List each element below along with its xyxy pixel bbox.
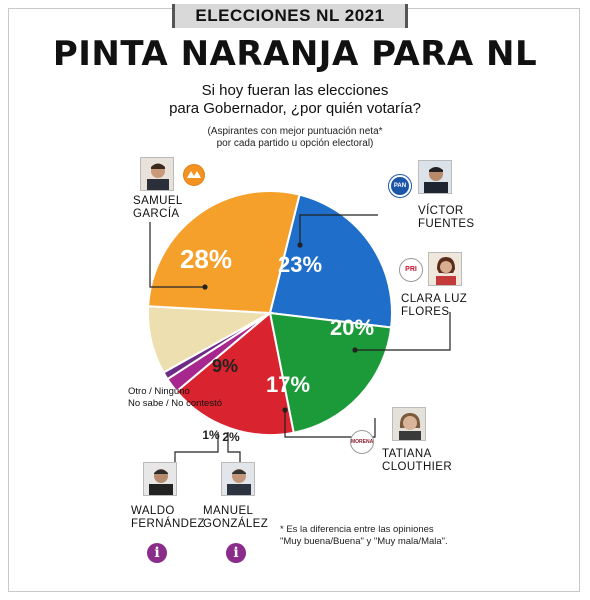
flores-label: CLARA LUZ FLORES	[401, 293, 467, 319]
question-line-2: para Gobernador, ¿por quién votaría?	[169, 100, 421, 117]
fuentes-name-line-1: VÍCTOR	[418, 205, 464, 217]
gonzalez-name-line-1: MANUEL	[203, 505, 254, 517]
movimiento-ciudadano-badge-icon	[183, 164, 205, 186]
garcia-label: SAMUEL GARCÍA	[133, 195, 183, 221]
leader-flores-dot	[352, 347, 358, 353]
otro-label: Otro / Ninguno No sabe / No contestó	[128, 386, 222, 410]
question: Si hoy fueran las elecciones para Gobern…	[120, 82, 470, 118]
leader-gonzalez	[227, 432, 241, 462]
pri-badge-icon: PRI	[399, 258, 423, 282]
leader-garcia-dot	[202, 284, 208, 290]
kicker-banner: ELECCIONES NL 2021	[172, 4, 408, 28]
slice-label-fernandez: 1%	[202, 428, 220, 442]
fernandez-photo	[143, 462, 177, 496]
otro-line-1: Otro / Ninguno	[128, 386, 190, 397]
clouthier-name-line-1: TATIANA	[382, 448, 432, 460]
garcia-name-line-1: SAMUEL	[133, 195, 183, 207]
morena-badge-icon: MORENA	[350, 430, 374, 454]
clouthier-photo	[392, 407, 426, 441]
slice-label-gonzalez: 2%	[222, 430, 240, 444]
slice-label-otro: 9%	[212, 356, 238, 376]
pie-slices	[147, 190, 393, 436]
slice-label-fuentes: 23%	[278, 252, 322, 277]
otro-line-2: No sabe / No contestó	[128, 398, 222, 409]
leader-flores	[355, 312, 451, 351]
subnote-line-2: por cada partido u opción electoral)	[216, 138, 374, 149]
fernandez-name-line-2: FERNÁNDEZ	[131, 518, 205, 530]
clouthier-name-line-2: CLOUTHIER	[382, 461, 453, 473]
garcia-name-line-2: GARCÍA	[133, 208, 180, 220]
pie-slice-flores	[268, 311, 393, 434]
slice-labels: 23% 20% 17% 2%1% 9% 28%	[180, 244, 374, 444]
footnote: * Es la diferencia entre las opiniones "…	[280, 524, 500, 548]
leader-clouthier-dot	[282, 407, 288, 413]
slice-label-flores: 20%	[330, 315, 374, 340]
subnote: (Aspirantes con mejor puntuación neta* p…	[150, 126, 440, 150]
subnote-line-1: (Aspirantes con mejor puntuación neta*	[207, 126, 383, 137]
fernandez-label: WALDO FERNÁNDEZ	[131, 505, 205, 531]
fuentes-photo	[418, 160, 452, 194]
pan-badge-icon: PAN	[389, 175, 411, 197]
headline: PINTA NARANJA PARA NL	[52, 34, 538, 74]
pie-slice-garcia	[147, 190, 301, 315]
slice-label-garcia: 28%	[180, 244, 232, 274]
leader-fernandez	[174, 432, 219, 462]
fernandez-name-line-1: WALDO	[131, 505, 175, 517]
fuentes-name-line-2: FUENTES	[418, 218, 475, 230]
clouthier-label: TATIANA CLOUTHIER	[382, 448, 452, 474]
flores-photo	[428, 252, 462, 286]
gonzalez-label: MANUEL GONZÁLEZ	[203, 505, 268, 531]
leader-garcia	[149, 222, 205, 288]
fuentes-label: VÍCTOR FUENTES	[418, 205, 474, 231]
gonzalez-photo	[221, 462, 255, 496]
gonzalez-name-line-2: GONZÁLEZ	[203, 518, 269, 530]
footnote-line-2: "Muy buena/Buena" y "Muy mala/Mala".	[280, 536, 448, 547]
flores-name-line-2: FLORES	[401, 306, 450, 318]
question-line-1: Si hoy fueran las elecciones	[201, 82, 389, 99]
flores-name-line-1: CLARA LUZ	[401, 293, 468, 305]
footnote-line-1: * Es la diferencia entre las opiniones	[280, 524, 434, 535]
garcia-photo	[140, 157, 174, 191]
pie-slice-clouthier	[175, 311, 295, 436]
fernandez-info-icon[interactable]: i	[147, 543, 167, 563]
leader-clouthier	[284, 410, 376, 438]
leader-fuentes	[299, 214, 378, 245]
slice-label-clouthier: 17%	[266, 372, 310, 397]
gonzalez-info-icon[interactable]: i	[226, 543, 246, 563]
leader-fuentes-dot	[297, 242, 303, 248]
leader-lines	[149, 214, 451, 462]
